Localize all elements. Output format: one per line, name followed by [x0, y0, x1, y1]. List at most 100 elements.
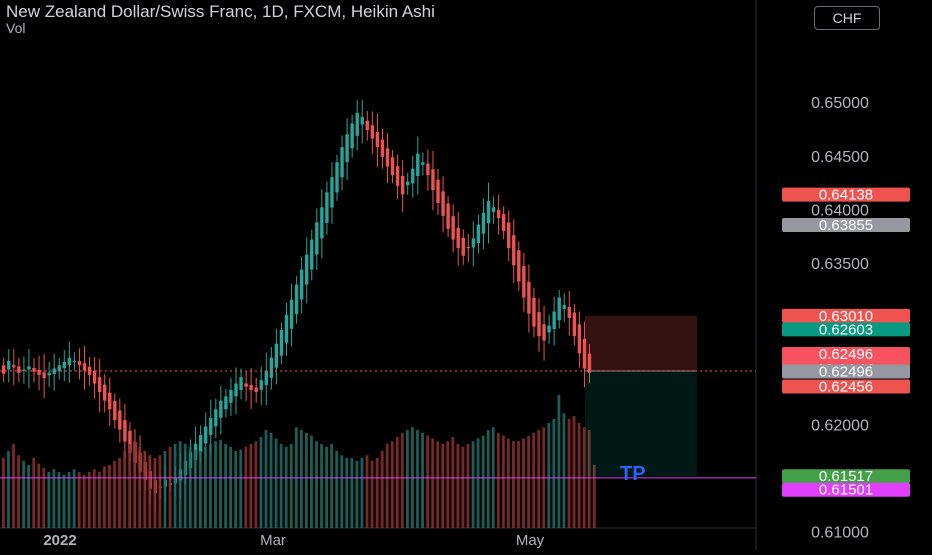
- volume-bar: [426, 435, 429, 528]
- volume-bar: [537, 430, 541, 528]
- volume-bar: [406, 430, 409, 528]
- candle-body: [229, 389, 233, 403]
- candle-body: [17, 366, 21, 373]
- candle-body: [198, 435, 203, 452]
- candle-body: [385, 148, 390, 167]
- candle-body: [350, 123, 354, 149]
- time-tick-label: Mar: [260, 532, 286, 549]
- volume-bar: [168, 446, 172, 528]
- volume-bar: [214, 441, 217, 528]
- candle-body: [466, 246, 470, 249]
- volume-bar: [269, 432, 273, 528]
- candle-body: [284, 314, 289, 343]
- volume-bar: [476, 438, 480, 528]
- candle-body: [567, 306, 571, 318]
- candle-body: [476, 224, 481, 243]
- candle-body: [72, 360, 77, 363]
- price-badge-label: 0.62603: [819, 321, 873, 338]
- volume-bar: [456, 444, 460, 528]
- price-badge-label: 0.63855: [819, 217, 873, 234]
- candle-body: [501, 213, 506, 231]
- price-badge-label: 0.62496: [819, 346, 873, 363]
- candle-body: [537, 312, 541, 337]
- volume-bar: [77, 472, 81, 528]
- volume-bar: [471, 441, 475, 528]
- price-badge-label: 0.61501: [819, 482, 873, 499]
- candle-body: [471, 238, 476, 248]
- candle-body: [87, 366, 92, 375]
- candle-body: [496, 209, 501, 219]
- candle-body: [400, 176, 405, 195]
- volume-bar: [400, 432, 404, 528]
- volume-bar: [325, 446, 328, 528]
- price-badge: [782, 322, 910, 337]
- volume-bar: [12, 444, 15, 528]
- volume-bar: [183, 444, 187, 528]
- candle-body: [340, 147, 344, 178]
- candle-body: [108, 392, 112, 410]
- volume-bar: [567, 418, 571, 528]
- volume-bar: [350, 458, 354, 528]
- volume-bar: [254, 441, 258, 528]
- candle-body: [77, 361, 82, 366]
- candle-body: [22, 369, 26, 371]
- candle-body: [315, 222, 319, 255]
- volume-bar: [188, 446, 192, 528]
- candle-body: [204, 426, 208, 444]
- candle-body: [370, 125, 375, 139]
- volume-bar: [587, 430, 591, 528]
- volume-bar: [163, 451, 167, 528]
- volume-bar: [592, 465, 596, 528]
- candles-group: [2, 99, 592, 514]
- candle-body: [325, 192, 329, 223]
- volume-bar: [345, 458, 349, 528]
- candle-body: [577, 324, 582, 354]
- candle-body: [12, 365, 16, 368]
- candle-body: [294, 284, 299, 315]
- candle-body: [305, 254, 309, 285]
- candle-body: [395, 166, 400, 186]
- candle-body: [562, 305, 566, 309]
- volume-bar: [67, 472, 71, 528]
- volume-bar: [466, 444, 470, 528]
- take-profit-zone: [585, 371, 697, 477]
- price-tick-label: 0.64500: [811, 149, 869, 166]
- volume-bar: [446, 441, 450, 528]
- candle-body: [249, 385, 253, 390]
- volume-bar: [375, 458, 379, 528]
- candle-body: [446, 203, 450, 229]
- candle-body: [512, 235, 516, 266]
- candle-body: [264, 370, 268, 386]
- volume-bar: [249, 444, 253, 528]
- candle-body: [421, 162, 425, 165]
- candle-body: [234, 383, 238, 397]
- price-badge: [782, 469, 910, 484]
- candle-body: [572, 312, 577, 337]
- volume-bar: [22, 460, 25, 528]
- candle-body: [416, 153, 420, 177]
- candle-body: [2, 365, 6, 374]
- volume-bar: [173, 444, 177, 528]
- candle-body: [310, 239, 314, 270]
- candle-body: [37, 369, 41, 375]
- volume-bar: [385, 444, 389, 528]
- candle-body: [32, 367, 36, 372]
- volume-bar: [224, 444, 227, 528]
- candle-body: [411, 168, 415, 184]
- volume-bar: [284, 446, 288, 528]
- time-tick-label: 2022: [43, 532, 76, 549]
- volume-bar: [572, 416, 576, 528]
- candle-body: [269, 357, 274, 378]
- candle-body: [289, 299, 294, 329]
- candle-body: [335, 162, 339, 193]
- currency-button[interactable]: CHF: [814, 6, 880, 30]
- volume-bar: [436, 441, 440, 528]
- volume-bar: [148, 455, 152, 528]
- candle-body: [67, 357, 72, 366]
- price-badge-label: 0.64138: [819, 187, 873, 204]
- candle-body: [365, 120, 369, 130]
- volume-bar: [330, 444, 334, 528]
- candle-body: [52, 368, 56, 374]
